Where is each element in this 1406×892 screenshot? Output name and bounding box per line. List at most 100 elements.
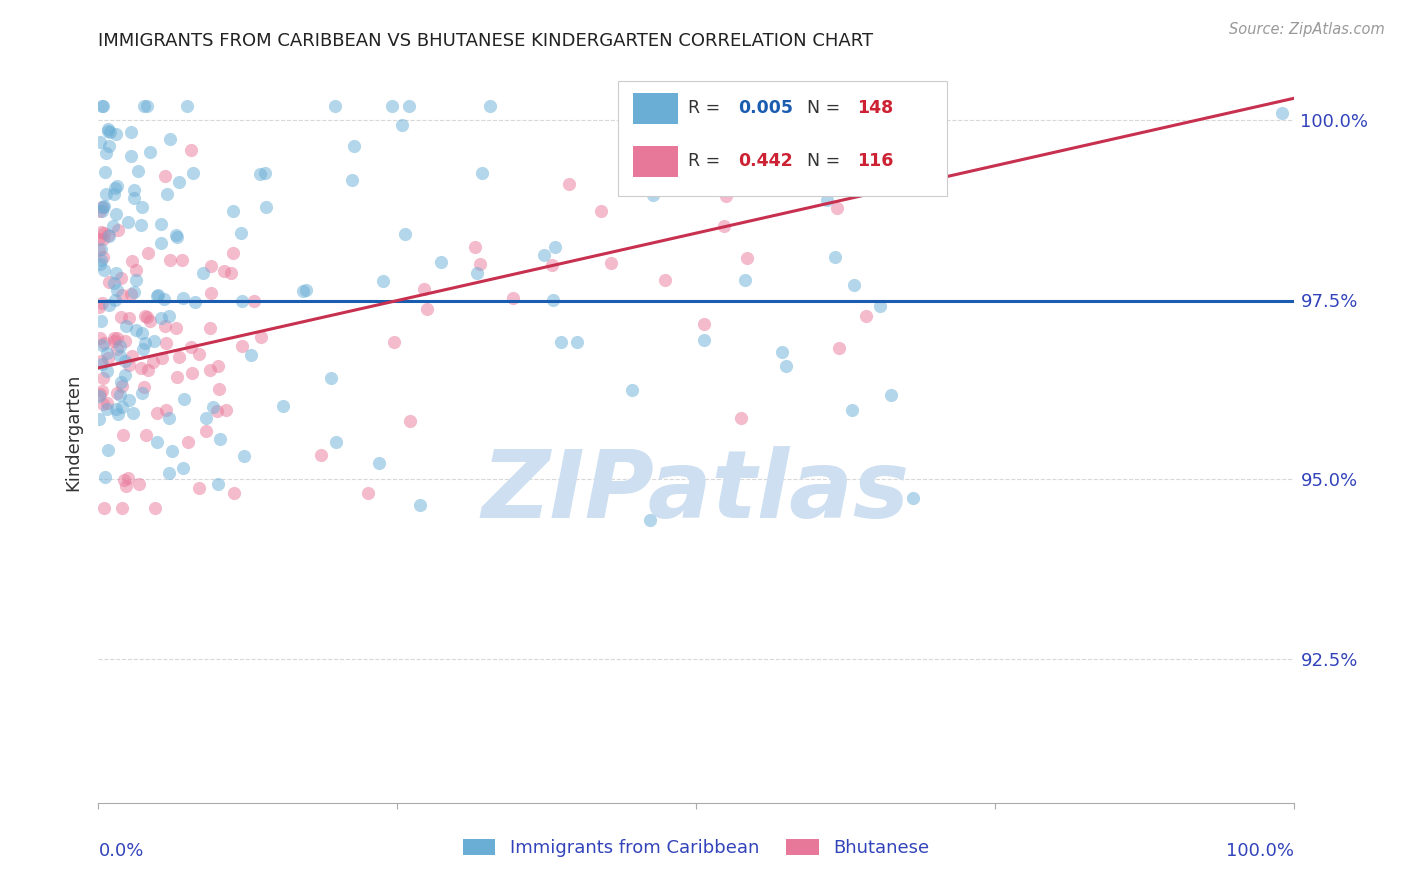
Point — [93, 250, 115, 264]
Point — [87, 244, 110, 258]
Point — [183, 166, 205, 180]
Point — [150, 351, 173, 366]
Point — [544, 240, 567, 254]
Bar — [633, 146, 678, 178]
Point — [714, 189, 737, 203]
Point — [429, 255, 451, 269]
Point — [159, 132, 181, 146]
Point — [150, 235, 173, 250]
Point — [122, 190, 145, 204]
Point — [121, 349, 143, 363]
Point — [136, 98, 159, 112]
Point — [145, 407, 167, 421]
Point — [249, 167, 271, 181]
Point — [183, 295, 205, 310]
Point — [87, 411, 110, 425]
Point — [157, 411, 180, 425]
Point — [686, 139, 709, 153]
Point — [209, 432, 232, 446]
Point — [198, 321, 221, 335]
Point — [103, 334, 125, 348]
Point — [114, 354, 136, 368]
Point — [108, 350, 131, 364]
Text: 0.005: 0.005 — [738, 99, 793, 117]
Point — [541, 293, 564, 308]
Point — [94, 146, 117, 161]
Point — [200, 260, 222, 274]
Legend: Immigrants from Caribbean, Bhutanese: Immigrants from Caribbean, Bhutanese — [456, 831, 936, 864]
Point — [242, 294, 264, 309]
Point — [558, 177, 581, 191]
Point — [166, 229, 188, 244]
Point — [89, 204, 111, 219]
Point — [650, 91, 672, 105]
Point — [105, 267, 128, 281]
Point — [693, 333, 716, 347]
Point — [107, 407, 129, 421]
Point — [166, 370, 188, 384]
Point — [131, 385, 153, 400]
Point — [89, 136, 111, 150]
Point — [91, 384, 114, 399]
Point — [105, 386, 128, 401]
Point — [852, 131, 875, 145]
Point — [153, 318, 176, 333]
Y-axis label: Kindergarten: Kindergarten — [65, 374, 83, 491]
Point — [533, 248, 555, 262]
Point — [125, 323, 148, 337]
Point — [90, 252, 112, 267]
Point — [391, 119, 413, 133]
Point — [96, 396, 118, 410]
Point — [125, 263, 148, 277]
Point — [91, 371, 114, 385]
Point — [180, 366, 202, 380]
Point — [132, 342, 155, 356]
Point — [294, 283, 316, 297]
Point — [96, 364, 118, 378]
Point — [205, 404, 228, 418]
Point — [98, 228, 121, 243]
Point — [309, 448, 332, 462]
Point — [120, 125, 142, 139]
Text: 0.0%: 0.0% — [98, 842, 143, 860]
Point — [105, 283, 128, 297]
Point — [118, 392, 141, 407]
Point — [200, 285, 222, 300]
Point — [121, 253, 143, 268]
Point — [591, 203, 613, 218]
Bar — [619, 81, 948, 195]
Point — [117, 215, 139, 229]
Point — [172, 253, 194, 268]
Point — [142, 334, 165, 348]
Point — [841, 403, 863, 417]
Point — [202, 400, 225, 414]
Point — [894, 178, 917, 193]
Point — [112, 473, 135, 487]
Point — [120, 148, 142, 162]
Point — [142, 355, 165, 369]
Point — [89, 331, 111, 345]
Point — [775, 103, 797, 118]
Point — [413, 282, 436, 296]
Point — [188, 482, 211, 496]
Point — [855, 310, 877, 324]
Point — [828, 341, 851, 355]
Point — [207, 359, 229, 373]
Point — [159, 253, 181, 268]
Point — [394, 227, 416, 241]
Text: N =: N = — [807, 152, 846, 169]
Point — [93, 335, 115, 350]
Point — [91, 98, 114, 112]
Point — [325, 434, 347, 449]
Point — [118, 311, 141, 326]
Point — [114, 334, 136, 348]
Point — [89, 301, 111, 315]
Point — [172, 461, 194, 475]
Point — [90, 354, 112, 368]
Point — [165, 320, 187, 334]
Point — [103, 186, 125, 201]
Point — [111, 501, 134, 516]
Point — [468, 256, 491, 270]
Point — [114, 368, 136, 382]
Text: 0.442: 0.442 — [738, 152, 793, 169]
